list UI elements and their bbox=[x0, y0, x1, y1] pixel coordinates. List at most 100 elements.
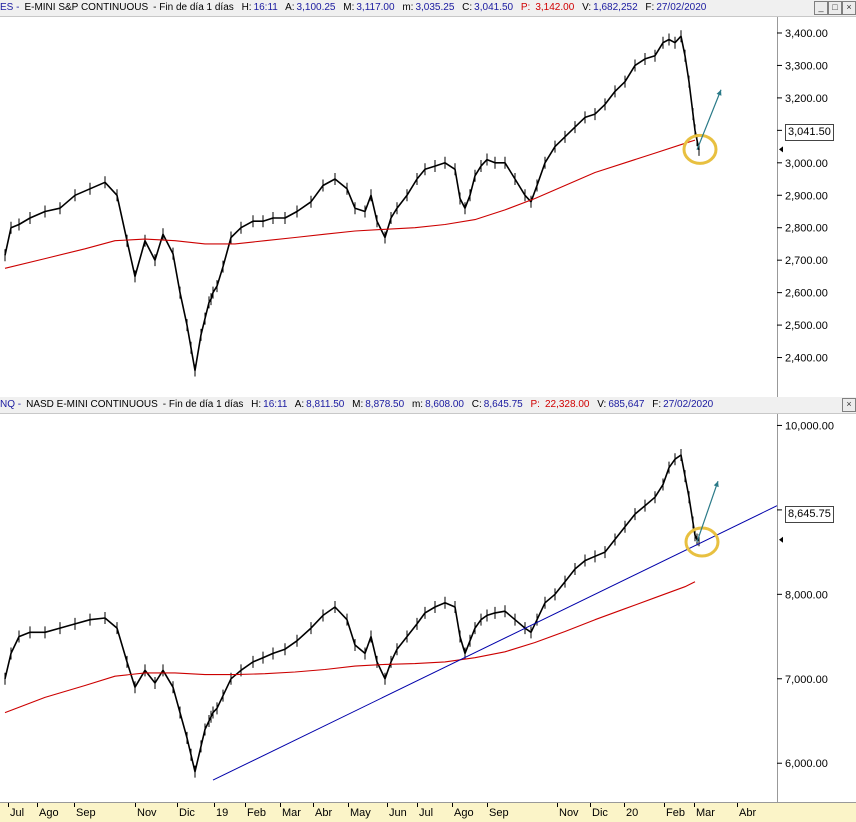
date-axis-label: Abr bbox=[739, 807, 757, 819]
date-axis: Jul Ago Sep Nov Dic 19 Feb Mar Abr May Jun Jul Ago Se… bbox=[0, 802, 856, 822]
nq-y-tick-label: 6,000.00 bbox=[785, 758, 828, 770]
nq-time: 16:11 bbox=[263, 399, 288, 410]
es-open: 3,100.25 bbox=[296, 2, 336, 13]
nq-last-price-marker bbox=[779, 536, 783, 543]
date-axis-tick bbox=[417, 803, 418, 807]
date-axis-tick bbox=[737, 803, 738, 807]
date-axis-label: Feb bbox=[247, 807, 266, 819]
es-moving-average-line bbox=[4, 139, 696, 269]
es-y-tick-label: 2,500.00 bbox=[785, 320, 828, 332]
nq-y-tick-label: 7,000.00 bbox=[785, 674, 828, 686]
nq-high: 8,878.50 bbox=[365, 399, 405, 410]
nq-open: 8,811.50 bbox=[306, 399, 345, 410]
date-axis-tick bbox=[387, 803, 388, 807]
es-chart-header: ES - E-MINI S&P CONTINUOUS - Fin de día 1 … bbox=[0, 0, 856, 17]
es-chart-canvas[interactable]: 2,400.00 2,500.00 2,600.00 2,700.00 2,800.00… bbox=[0, 0, 856, 397]
date-axis-label: Nov bbox=[137, 807, 157, 819]
nq-moving-average-line bbox=[4, 581, 696, 714]
date-axis-label: Dic bbox=[592, 807, 608, 819]
date-axis-label: 19 bbox=[216, 807, 229, 819]
date-axis-tick bbox=[37, 803, 38, 807]
date-axis-tick bbox=[348, 803, 349, 807]
es-price-line bbox=[4, 35, 700, 372]
nq-volume: 685,647 bbox=[608, 399, 645, 410]
date-axis-label: Dic bbox=[179, 807, 195, 819]
date-axis-tick bbox=[8, 803, 9, 807]
es-time: 16:11 bbox=[253, 2, 278, 13]
date-axis-tick bbox=[177, 803, 178, 807]
date-axis-tick bbox=[624, 803, 625, 807]
nq-rebound-arrow bbox=[696, 480, 719, 543]
date-axis-label: Jul bbox=[419, 807, 434, 819]
maximize-icon[interactable]: □ bbox=[828, 1, 842, 15]
es-y-tick-label: 2,600.00 bbox=[785, 288, 828, 300]
nq-symbol: NQ - bbox=[0, 399, 22, 410]
date-axis-tick bbox=[694, 803, 695, 807]
nq-close: 8,645.75 bbox=[483, 399, 523, 410]
nq-price-line bbox=[4, 454, 700, 773]
close-icon[interactable]: × bbox=[842, 398, 856, 412]
nq-y-tick-label: 10,000.00 bbox=[785, 420, 834, 432]
es-rebound-arrow bbox=[696, 89, 722, 151]
price-axis-nq bbox=[777, 397, 856, 802]
es-highlight-circle bbox=[682, 133, 718, 165]
date-axis-label: Jul bbox=[10, 807, 25, 819]
date-axis-label: 20 bbox=[626, 807, 639, 819]
es-high: 3,117.00 bbox=[356, 2, 395, 13]
date-axis-tick bbox=[590, 803, 591, 807]
nq-chart-panel: 6,000.007,000.008,000.009,000.0010,000.0… bbox=[0, 397, 856, 802]
date-axis-tick bbox=[74, 803, 75, 807]
nq-y-tick-label: 8,000.00 bbox=[785, 589, 828, 601]
es-last-price-label: 3,041.50 bbox=[785, 124, 834, 141]
es-instrument-name: E-MINI S&P CONTINUOUS bbox=[24, 2, 149, 13]
nq-date: 27/02/2020 bbox=[663, 399, 714, 410]
nq-p-value: 22,328.00 bbox=[544, 399, 590, 410]
es-period: - Fin de día 1 días bbox=[153, 2, 234, 13]
es-p-value: 3,142.00 bbox=[535, 2, 575, 13]
nq-chart-canvas[interactable]: 6,000.007,000.008,000.009,000.0010,000.0… bbox=[0, 397, 856, 802]
date-axis-tick bbox=[135, 803, 136, 807]
date-axis-label: Jun bbox=[389, 807, 407, 819]
es-date: 27/02/2020 bbox=[656, 2, 707, 13]
date-axis-tick bbox=[214, 803, 215, 807]
es-y-tick-label: 2,900.00 bbox=[785, 190, 828, 202]
nq-trend-line bbox=[212, 505, 778, 781]
minimize-icon[interactable]: _ bbox=[814, 1, 828, 15]
date-axis-label: Feb bbox=[666, 807, 685, 819]
es-y-tick-label: 3,200.00 bbox=[785, 93, 828, 105]
nq-chart-header: NQ - NASD E-MINI CONTINUOUS - Fin de día 1… bbox=[0, 397, 856, 414]
nq-instrument-name: NASD E-MINI CONTINUOUS bbox=[26, 399, 158, 410]
es-y-tick-label: 3,400.00 bbox=[785, 28, 828, 40]
date-axis-label: Mar bbox=[282, 807, 301, 819]
es-y-tick-label: 2,400.00 bbox=[785, 353, 828, 365]
date-axis-label: Nov bbox=[559, 807, 579, 819]
date-axis-tick bbox=[452, 803, 453, 807]
es-arrow-head bbox=[716, 89, 722, 96]
es-close: 3,041.50 bbox=[474, 2, 514, 13]
es-low: 3,035.25 bbox=[415, 2, 455, 13]
date-axis-tick bbox=[313, 803, 314, 807]
date-axis-tick bbox=[487, 803, 488, 807]
date-axis-label: Mar bbox=[696, 807, 715, 819]
nq-arrow-head bbox=[713, 481, 719, 488]
es-volume: 1,682,252 bbox=[593, 2, 638, 13]
date-axis-label: Abr bbox=[315, 807, 333, 819]
date-axis-label: May bbox=[350, 807, 371, 819]
es-chart-panel: 2,400.00 2,500.00 2,600.00 2,700.00 2,800.00… bbox=[0, 0, 856, 397]
date-axis-label: Ago bbox=[39, 807, 59, 819]
date-axis-label: Ago bbox=[454, 807, 474, 819]
nq-last-price-label: 8,645.75 bbox=[785, 506, 834, 523]
es-symbol: ES - bbox=[0, 2, 20, 13]
es-y-tick-label: 3,300.00 bbox=[785, 60, 828, 72]
date-axis-tick bbox=[280, 803, 281, 807]
es-last-price-marker bbox=[779, 146, 783, 153]
es-y-tick-label: 3,000.00 bbox=[785, 158, 828, 170]
date-axis-tick bbox=[557, 803, 558, 807]
es-y-tick-label: 2,800.00 bbox=[785, 223, 828, 235]
es-y-tick-label: 2,700.00 bbox=[785, 255, 828, 267]
date-axis-label: Sep bbox=[489, 807, 509, 819]
close-icon[interactable]: × bbox=[842, 1, 856, 15]
date-axis-tick bbox=[664, 803, 665, 807]
date-axis-tick bbox=[245, 803, 246, 807]
nq-low: 8,608.00 bbox=[425, 399, 464, 410]
